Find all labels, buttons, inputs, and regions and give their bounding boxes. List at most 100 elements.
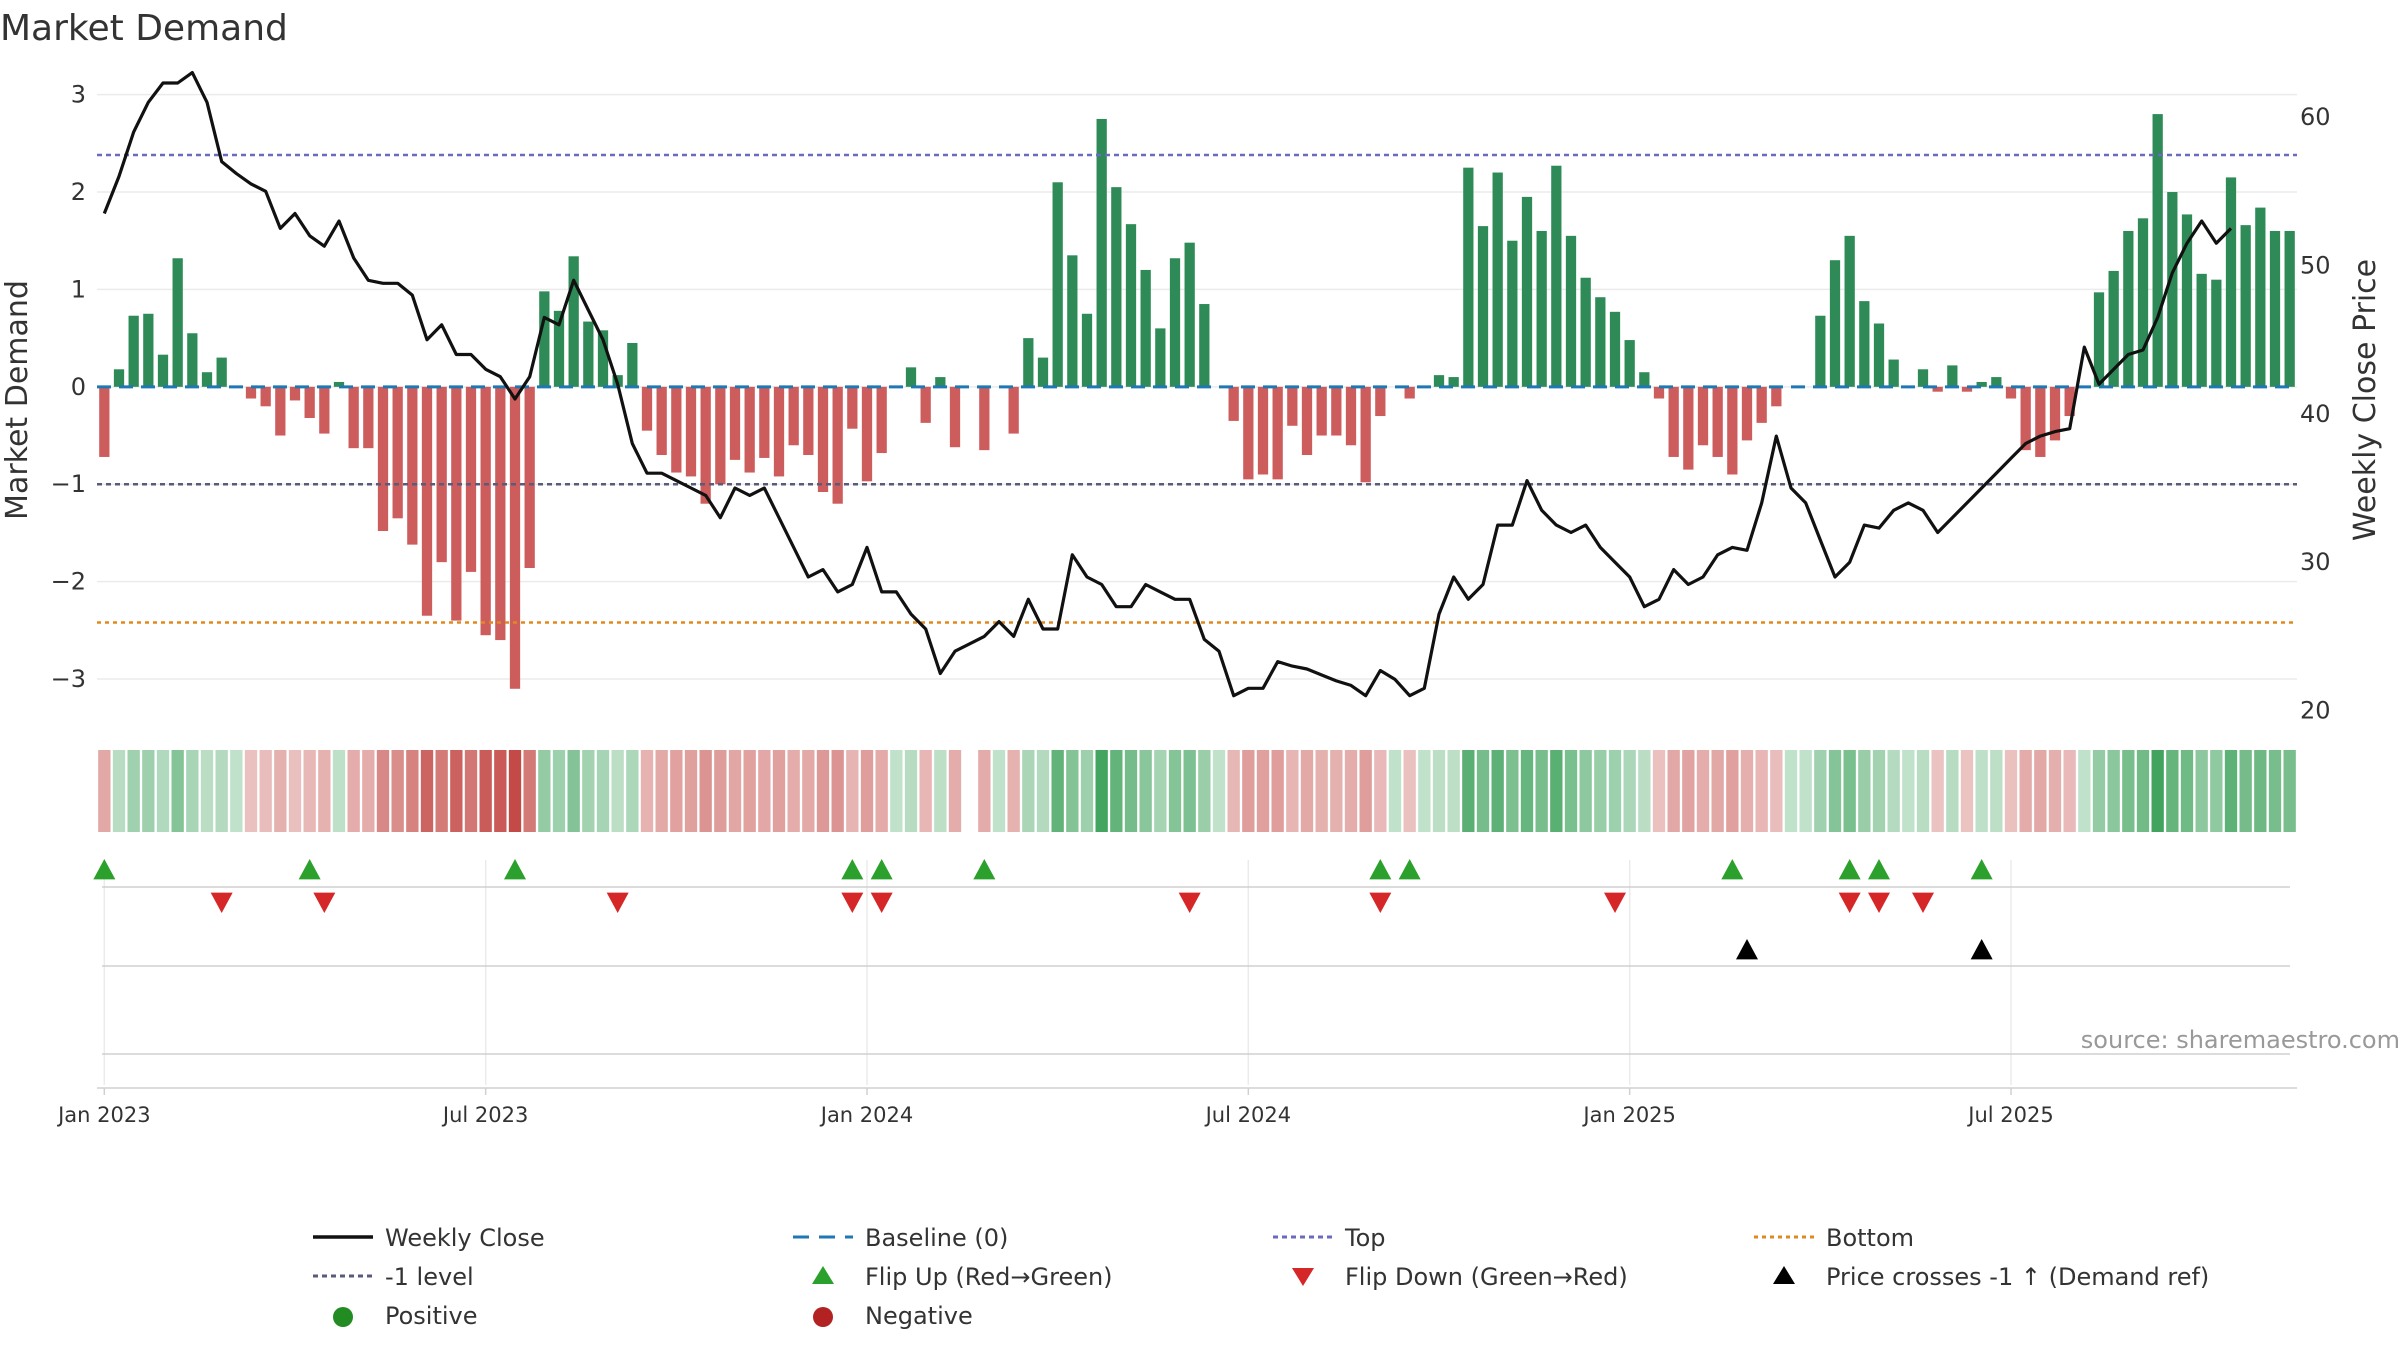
demand-bar [876,386,887,454]
heat-cell [112,750,126,832]
heat-cell [1608,750,1622,832]
heat-cell [1476,750,1490,832]
heat-cell [420,750,434,832]
heat-cell [2122,750,2135,832]
heat-cell [1066,750,1079,832]
heat-cell [1300,750,1314,832]
demand-bar [641,386,653,431]
heat-cell [2254,750,2267,832]
heat-cell [567,750,580,832]
demand-bar [1433,375,1445,387]
heat-cell [1095,750,1108,832]
y-tick-label: 1 [71,275,86,303]
demand-bar [1536,230,1547,387]
heat-cell [2063,750,2076,832]
heat-cell [1388,750,1402,832]
demand-bar [1976,381,1987,387]
heat-cell [288,750,302,832]
demand-bar [817,386,829,493]
heat-cell [1814,750,1827,832]
demand-bar [949,386,961,448]
heat-cell [200,750,214,832]
x-tick-label: Jul 2023 [441,1103,528,1127]
demand-bar [363,386,374,449]
y-tick-label: −1 [51,470,86,498]
demand-bar [656,386,667,456]
heat-cell [802,750,815,832]
demand-bar [1463,167,1474,387]
heat-cell [1036,750,1050,832]
heat-cell [450,750,463,832]
price-line-layer [102,70,2233,698]
heat-cell [1858,750,1871,832]
legend-label-negative: Negative [865,1302,973,1330]
heat-cell [215,750,228,832]
legend-label-cross: Price crosses -1 ↑ (Demand ref) [1826,1263,2209,1291]
legend-flip-up-swatch [812,1266,834,1284]
y-tick-label: −2 [51,568,86,596]
flip-up-marker [1970,859,1993,880]
flip-down-marker [1604,892,1626,913]
flip-up-marker [93,859,116,880]
demand-bar [2064,386,2075,417]
demand-bar [1595,297,1606,387]
heat-cell [2239,750,2252,832]
demand-bar [1624,340,1635,387]
demand-bar [245,386,257,399]
demand-bar [729,386,741,460]
heat-cell [1242,750,1255,832]
demand-bar [1888,359,1899,387]
heat-cell [1330,750,1343,832]
heat-cell [1770,750,1783,832]
demand-bar [568,256,579,387]
demand-bar [480,386,491,636]
heat-cell [303,750,316,832]
legend-flip-down-swatch [1292,1268,1314,1286]
heat-cell [2151,750,2164,832]
legend-label-top: Top [1344,1224,1386,1252]
x-tick-label: Jul 2025 [1966,1103,2053,1127]
demand-bar [2137,218,2149,387]
heat-cell [2268,750,2282,832]
y-tick-label: −3 [51,665,86,693]
flip-up-marker [504,859,526,880]
demand-bar [1375,386,1386,417]
heat-cell [1227,750,1240,832]
y2-tick-label: 50 [2300,251,2331,279]
heat-cell [1139,750,1152,832]
heat-cell [406,750,419,832]
heat-cell [1975,750,1988,832]
flip-down-marker [841,892,864,913]
heat-cell [919,750,932,832]
heat-cell [1403,750,1416,832]
demand-bar [99,386,110,457]
legend-label-bottom: Bottom [1826,1224,1914,1252]
x-axis: Jan 2023 Jul 2023 Jan 2024 Jul 2024 Jan 2025… [56,1087,2297,1127]
demand-bar [1712,386,1723,457]
heat-cell [171,750,184,832]
legend: Weekly Close Baseline (0) Top Bottom -1 leve… [313,1224,2209,1330]
demand-bar [1243,386,1254,480]
weekly-close-line [102,70,2233,698]
y2-tick-label: 40 [2300,400,2331,428]
demand-bar [671,386,682,473]
demand-bar [2255,207,2266,387]
heat-cell [1124,750,1138,832]
demand-bar [1345,386,1357,446]
flip-up-marker [973,859,996,880]
demand-bar [1111,187,1122,387]
heat-cell [1154,750,1167,832]
heat-cell [1271,750,1284,832]
demand-bar [1829,260,1841,387]
heat-cell [2034,750,2047,832]
demand-bar [1580,277,1591,387]
heat-cell [1784,750,1798,832]
demand-bar [1756,386,1767,423]
demand-bar [861,386,873,482]
heat-cell [1711,750,1724,832]
demand-bar [1155,328,1166,387]
heat-cell [1828,750,1842,832]
demand-bar [1727,386,1738,475]
heat-cell [831,750,844,832]
